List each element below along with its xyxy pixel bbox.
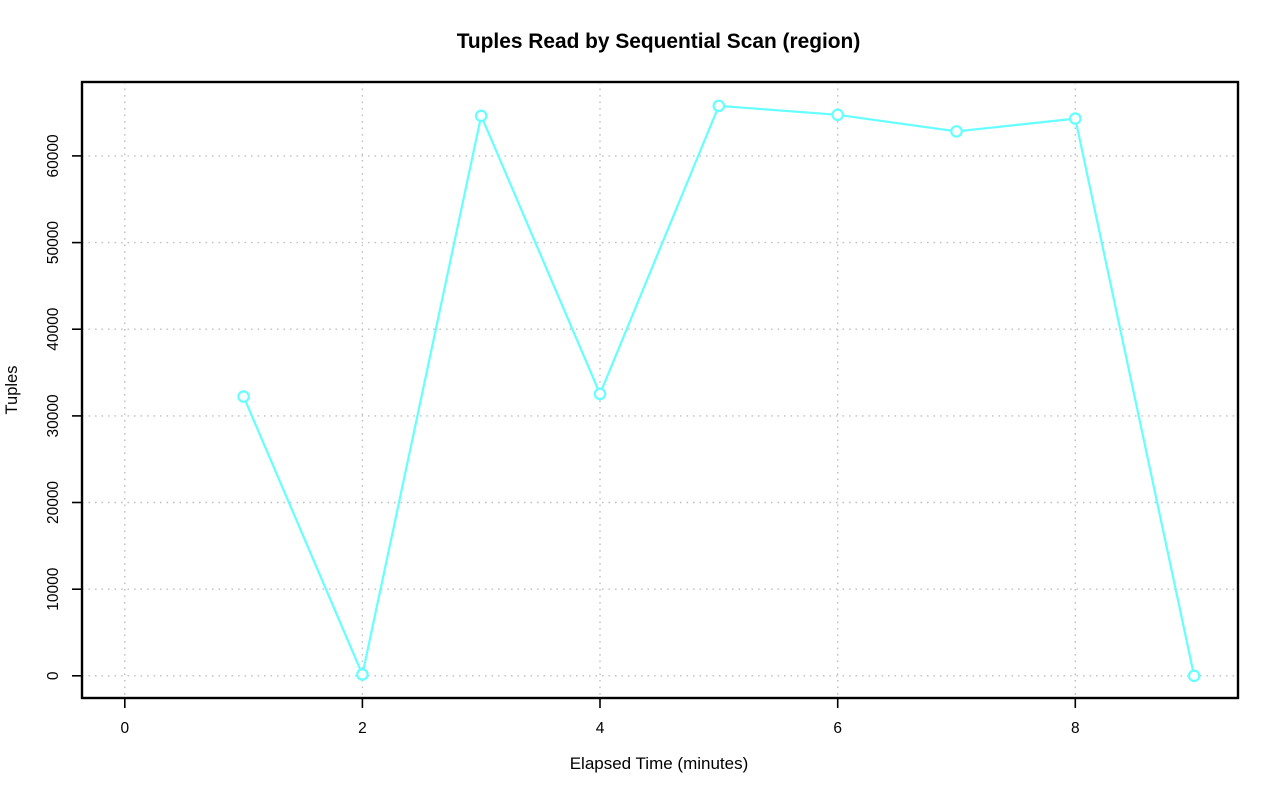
svg-text:60000: 60000	[45, 134, 62, 177]
svg-text:Elapsed Time (minutes): Elapsed Time (minutes)	[570, 754, 749, 773]
svg-text:4: 4	[596, 720, 605, 737]
svg-text:8: 8	[1071, 720, 1080, 737]
svg-text:50000: 50000	[45, 221, 62, 264]
svg-text:2: 2	[358, 720, 367, 737]
svg-text:0: 0	[45, 671, 62, 680]
svg-text:0: 0	[120, 720, 129, 737]
svg-text:Tuples: Tuples	[3, 366, 21, 415]
svg-text:40000: 40000	[45, 307, 62, 350]
svg-text:Tuples Read by Sequential Scan: Tuples Read by Sequential Scan (region)	[457, 30, 861, 53]
svg-text:6: 6	[833, 720, 842, 737]
svg-text:10000: 10000	[45, 567, 62, 610]
svg-text:30000: 30000	[45, 394, 62, 437]
svg-text:20000: 20000	[45, 481, 62, 524]
